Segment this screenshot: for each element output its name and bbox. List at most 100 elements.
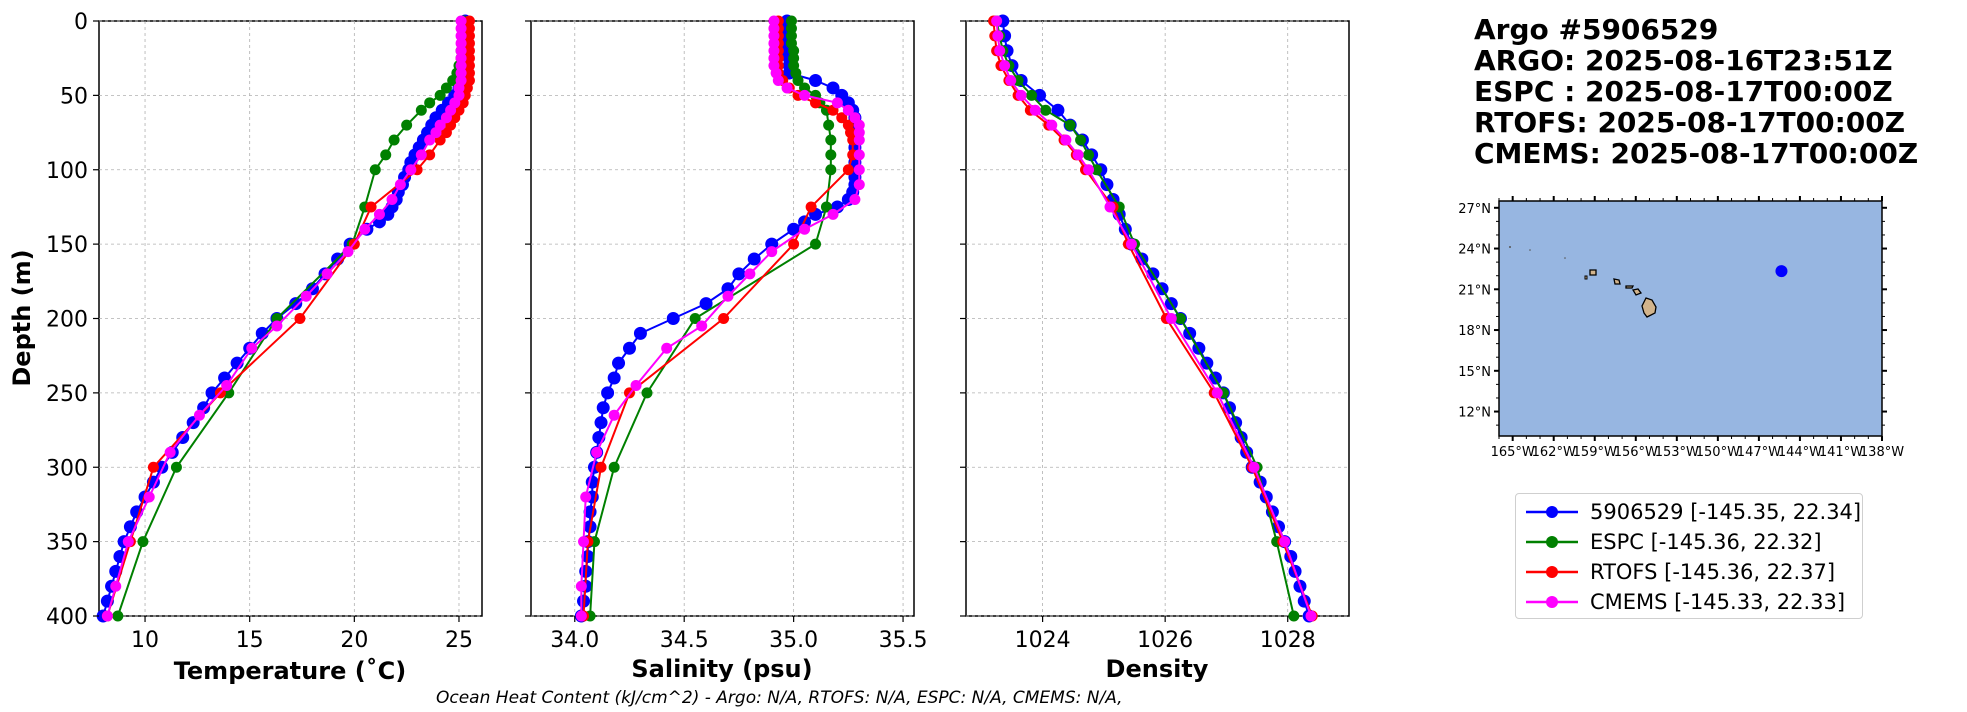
data-point-espc	[1288, 610, 1300, 622]
map-lon-label: 144°W	[1778, 445, 1822, 460]
x-tick-label: 15	[236, 628, 264, 653]
legend-label: RTOFS [-145.36, 22.37]	[1590, 560, 1836, 584]
data-point-argo	[1033, 88, 1047, 102]
x-tick-label: 1028	[1260, 628, 1316, 653]
data-point-espc	[1091, 164, 1103, 176]
legend-label: ESPC [-145.36, 22.32]	[1590, 530, 1822, 554]
legend-marker-icon	[1526, 566, 1578, 578]
salinity-ticks: 34.0 34.5 35.0 35.5	[525, 20, 928, 653]
data-point-cmems	[321, 268, 333, 280]
cmems-time: CMEMS: 2025-08-17T00:00Z	[1474, 137, 1919, 170]
data-point-rtofs	[805, 201, 817, 213]
x-tick-label: 10	[131, 628, 159, 653]
data-point-cmems	[853, 164, 865, 176]
y-tick-label: 100	[46, 159, 88, 184]
espc-time: ESPC : 2025-08-17T00:00Z	[1474, 75, 1893, 108]
density-xlabel: Density	[1106, 655, 1209, 683]
data-point-cmems	[781, 82, 793, 94]
data-point-cmems	[430, 127, 442, 139]
y-tick-label: 50	[60, 84, 88, 109]
nw-islet	[1564, 257, 1566, 259]
rtofs-time: RTOFS: 2025-08-17T00:00Z	[1474, 106, 1906, 139]
data-point-argo	[607, 371, 621, 385]
legend-label: 5906529 [-145.35, 22.34]	[1590, 500, 1862, 524]
x-tick-label: 25	[445, 628, 473, 653]
map-lon-label: 156°W	[1614, 445, 1658, 460]
x-tick-label: 1026	[1137, 628, 1193, 653]
data-point-cmems	[440, 112, 452, 124]
niihau-island	[1584, 275, 1588, 280]
y-tick-label: 300	[46, 456, 88, 481]
data-point-cmems	[1015, 89, 1027, 101]
map-lat-label: 15°N	[1458, 365, 1491, 380]
data-point-argo	[826, 81, 840, 95]
data-point-espc	[1026, 89, 1038, 101]
x-tick-label: 1024	[1015, 628, 1071, 653]
data-point-cmems	[1060, 134, 1072, 146]
map-lon-label: 138°W	[1860, 445, 1904, 460]
legend-marker-icon	[1526, 506, 1578, 518]
y-tick-label: 250	[46, 382, 88, 407]
oahu-island	[1613, 278, 1621, 285]
data-point-cmems	[1211, 387, 1223, 399]
salinity-xlabel: Salinity (psu)	[631, 655, 812, 683]
molokai-island	[1625, 285, 1635, 289]
data-point-argo	[205, 386, 219, 400]
data-point-cmems	[575, 610, 587, 622]
density-grid	[966, 20, 1349, 617]
data-point-cmems	[766, 246, 778, 258]
data-point-cmems	[696, 320, 708, 332]
legend-marker-icon	[1526, 536, 1578, 548]
map-lon-label: 162°W	[1532, 445, 1576, 460]
data-point-espc	[792, 75, 804, 86]
maui-island	[1631, 288, 1643, 296]
data-point-rtofs	[718, 313, 730, 324]
x-tick-label: 34.5	[660, 628, 709, 653]
data-point-rtofs	[294, 313, 306, 324]
data-point-rtofs	[440, 127, 452, 139]
x-tick-label: 35.5	[879, 628, 928, 653]
series-cmems	[991, 15, 1317, 622]
data-point-cmems	[722, 290, 734, 302]
x-tick-label: 34.0	[550, 628, 599, 653]
data-point-cmems	[373, 208, 385, 220]
data-point-cmems	[143, 491, 155, 503]
data-point-cmems	[110, 580, 122, 592]
data-point-cmems	[608, 409, 620, 421]
data-point-cmems	[1046, 119, 1058, 131]
data-point-cmems	[591, 446, 603, 458]
data-point-cmems	[744, 268, 756, 280]
data-point-espc	[810, 238, 822, 250]
data-point-argo	[596, 401, 610, 415]
data-point-argo	[381, 207, 395, 221]
data-point-espc	[825, 164, 837, 176]
float-info: Argo #5906529 ARGO: 2025-08-16T23:51Z ES…	[1474, 14, 1918, 169]
salinity-panel: 34.0 34.5 35.0 35.5 Salinity (psu)	[525, 14, 928, 683]
map-lat-label: 27°N	[1458, 202, 1491, 217]
data-point-espc	[825, 149, 837, 161]
data-point-cmems	[849, 194, 861, 205]
data-point-cmems	[405, 164, 417, 176]
y-tick-label: 0	[74, 10, 88, 35]
map-lon-label: 150°W	[1696, 445, 1740, 460]
data-point-cmems	[772, 75, 784, 86]
data-point-rtofs	[365, 201, 377, 213]
data-point-argo	[787, 222, 801, 236]
data-point-argo	[666, 312, 680, 325]
nw-islet	[1509, 246, 1511, 248]
data-point-argo	[633, 326, 647, 340]
data-point-espc	[112, 610, 124, 622]
data-point-argo	[747, 252, 761, 266]
data-point-espc	[380, 149, 392, 161]
data-point-rtofs	[147, 461, 159, 473]
legend-entry-cmems: CMEMS [-145.33, 22.33]	[1516, 587, 1862, 617]
data-point-cmems	[1165, 313, 1177, 324]
y-tick-label: 350	[46, 531, 88, 556]
data-point-cmems	[1104, 201, 1116, 213]
data-point-argo	[601, 386, 615, 400]
map-lat-label: 24°N	[1458, 243, 1491, 258]
data-point-cmems	[580, 491, 592, 503]
location-map: 165°W162°W159°W156°W153°W150°W147°W144°W…	[1458, 196, 1904, 460]
nw-islet	[1529, 249, 1531, 251]
